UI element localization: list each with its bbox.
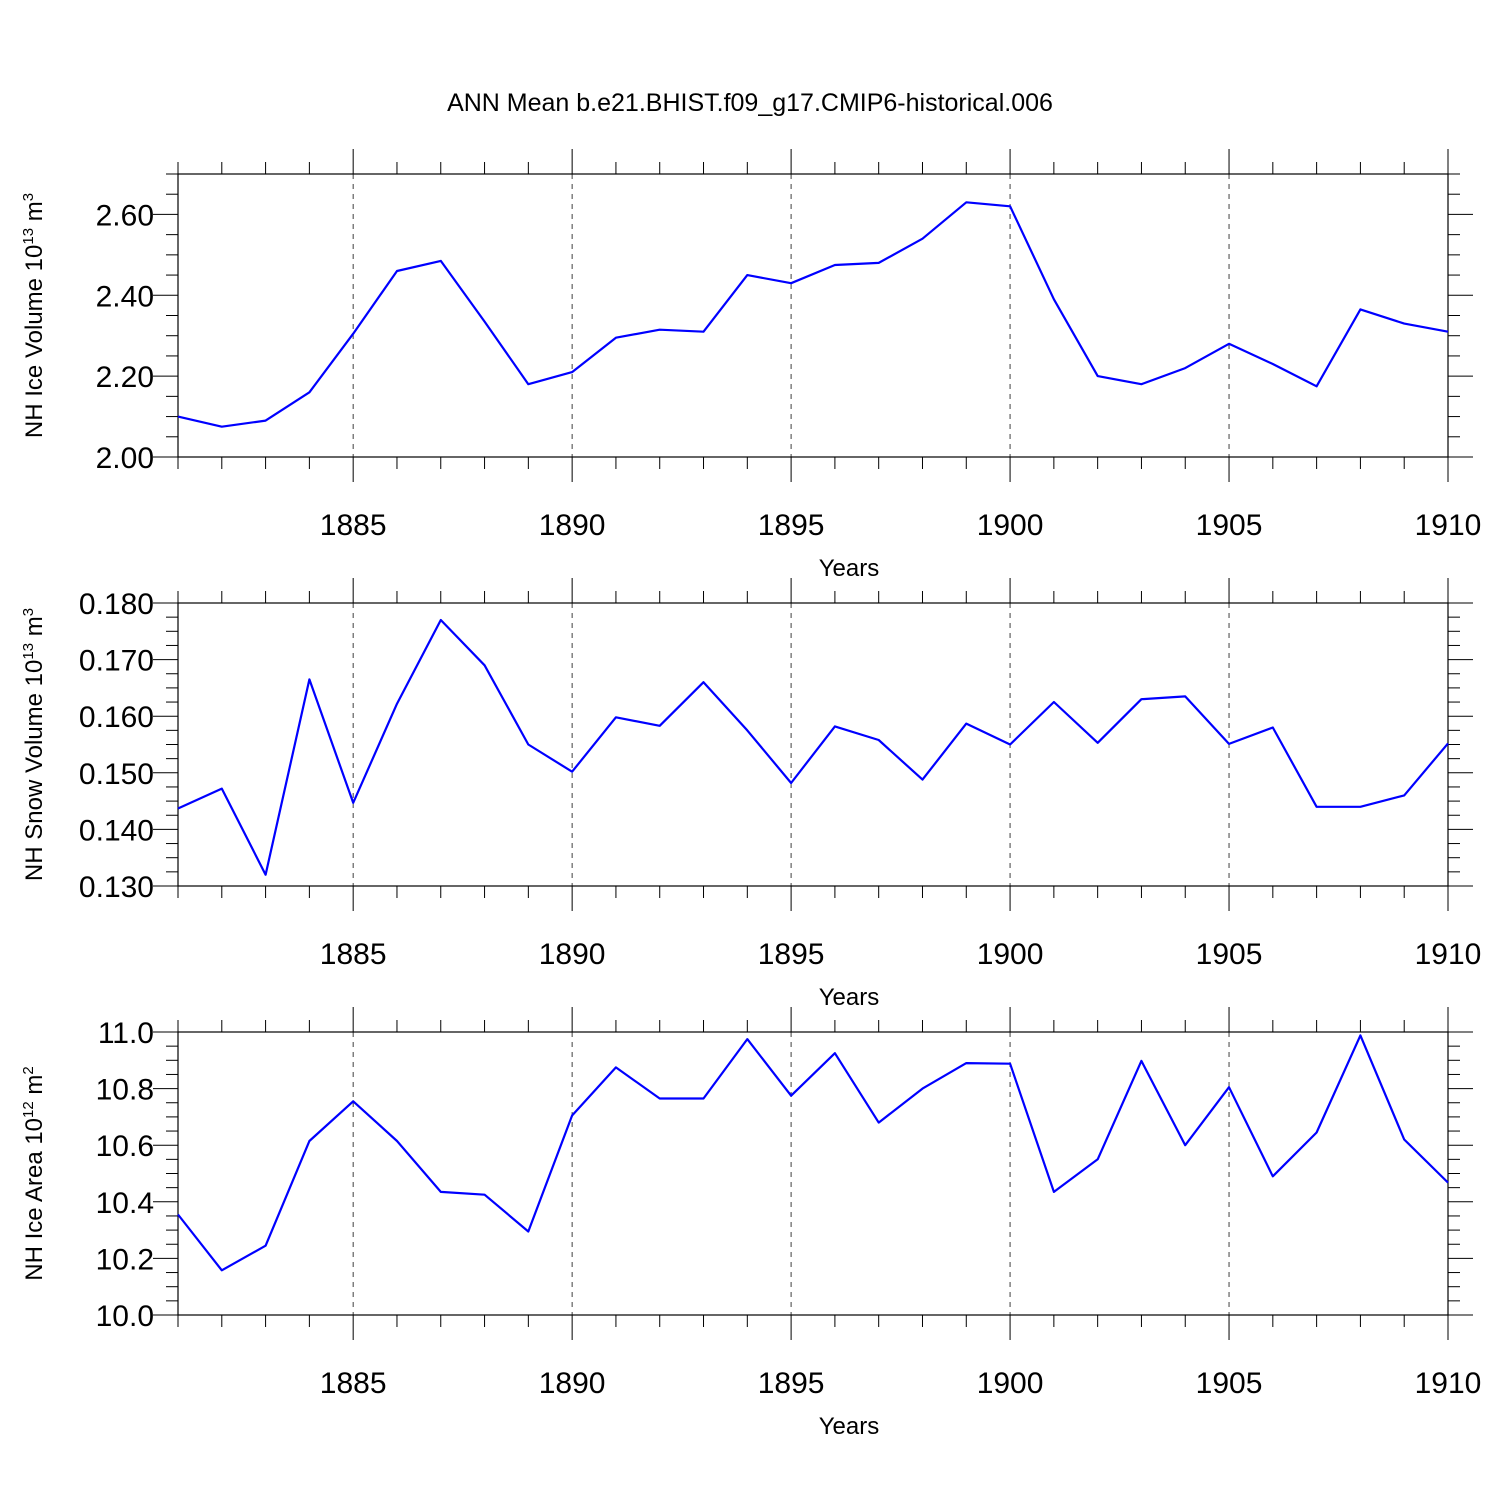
x-tick-label: 1890 (539, 509, 606, 542)
y-tick-label: 0.170 (79, 645, 154, 678)
series-line (177, 1034, 1449, 1272)
y-tick-label: 10.6 (96, 1130, 154, 1163)
x-tick-label: 1900 (977, 1367, 1044, 1400)
chart-title: ANN Mean b.e21.BHIST.f09_g17.CMIP6-histo… (447, 89, 1053, 117)
y-tick-label: 0.150 (79, 758, 154, 791)
series-line (177, 618, 1449, 876)
x-tick-label: 1885 (320, 1367, 387, 1400)
y-tick-label: 10.8 (96, 1074, 154, 1107)
x-axis-title: Years (819, 984, 880, 1011)
x-tick-label: 1895 (758, 509, 825, 542)
y-tick-label: 2.20 (96, 361, 154, 394)
y-tick-label: 11.0 (98, 1017, 154, 1050)
y-tick-label: 2.40 (96, 280, 154, 313)
x-tick-label: 1910 (1415, 938, 1482, 971)
y-tick-label: 0.140 (79, 814, 154, 847)
chart-panel-2: 0.130 0.140 0.150 0.160 0.170 0.180 1885 1890 18… (20, 578, 1481, 1011)
y-tick-label: 10.4 (96, 1187, 154, 1220)
x-tick-label: 1905 (1196, 1367, 1263, 1400)
x-tick-label: 1895 (758, 938, 825, 971)
series-line (177, 201, 1449, 428)
plot-frame (177, 602, 1449, 887)
y-axis-title: NH Ice Volume 1013 m3 (20, 193, 48, 438)
chart-panel-3: 10.0 10.2 10.4 10.6 10.8 11.0 1885 1890 1895 1900… (20, 1007, 1481, 1440)
x-tick-label: 1890 (539, 938, 606, 971)
x-tick-label: 1900 (977, 509, 1044, 542)
plot-frame (177, 173, 1449, 458)
x-axis-title: Years (819, 555, 880, 582)
y-tick-label: 2.60 (96, 199, 154, 232)
x-tick-label: 1890 (539, 1367, 606, 1400)
x-tick-label: 1910 (1415, 509, 1482, 542)
y-axis-title: NH Ice Area 1012 m2 (20, 1066, 48, 1280)
y-tick-label: 10.0 (96, 1300, 154, 1333)
x-axis-title: Years (819, 1413, 880, 1440)
x-tick-label: 1900 (977, 938, 1044, 971)
y-tick-label: 0.130 (79, 871, 154, 904)
y-axis-title: NH Snow Volume 1013 m3 (20, 608, 48, 881)
x-tick-label: 1885 (320, 938, 387, 971)
x-tick-label: 1885 (320, 509, 387, 542)
y-tick-label: 2.00 (96, 442, 154, 475)
x-tick-label: 1905 (1196, 938, 1263, 971)
y-tick-label: 0.160 (79, 701, 154, 734)
chart-panel-1: 2.00 2.20 2.40 2.60 1885 1890 1895 1900 1905 1910… (20, 149, 1481, 582)
y-tick-label: 0.180 (79, 588, 154, 621)
y-tick-label: 10.2 (96, 1243, 154, 1276)
x-tick-label: 1910 (1415, 1367, 1482, 1400)
x-tick-label: 1905 (1196, 509, 1263, 542)
x-tick-label: 1895 (758, 1367, 825, 1400)
